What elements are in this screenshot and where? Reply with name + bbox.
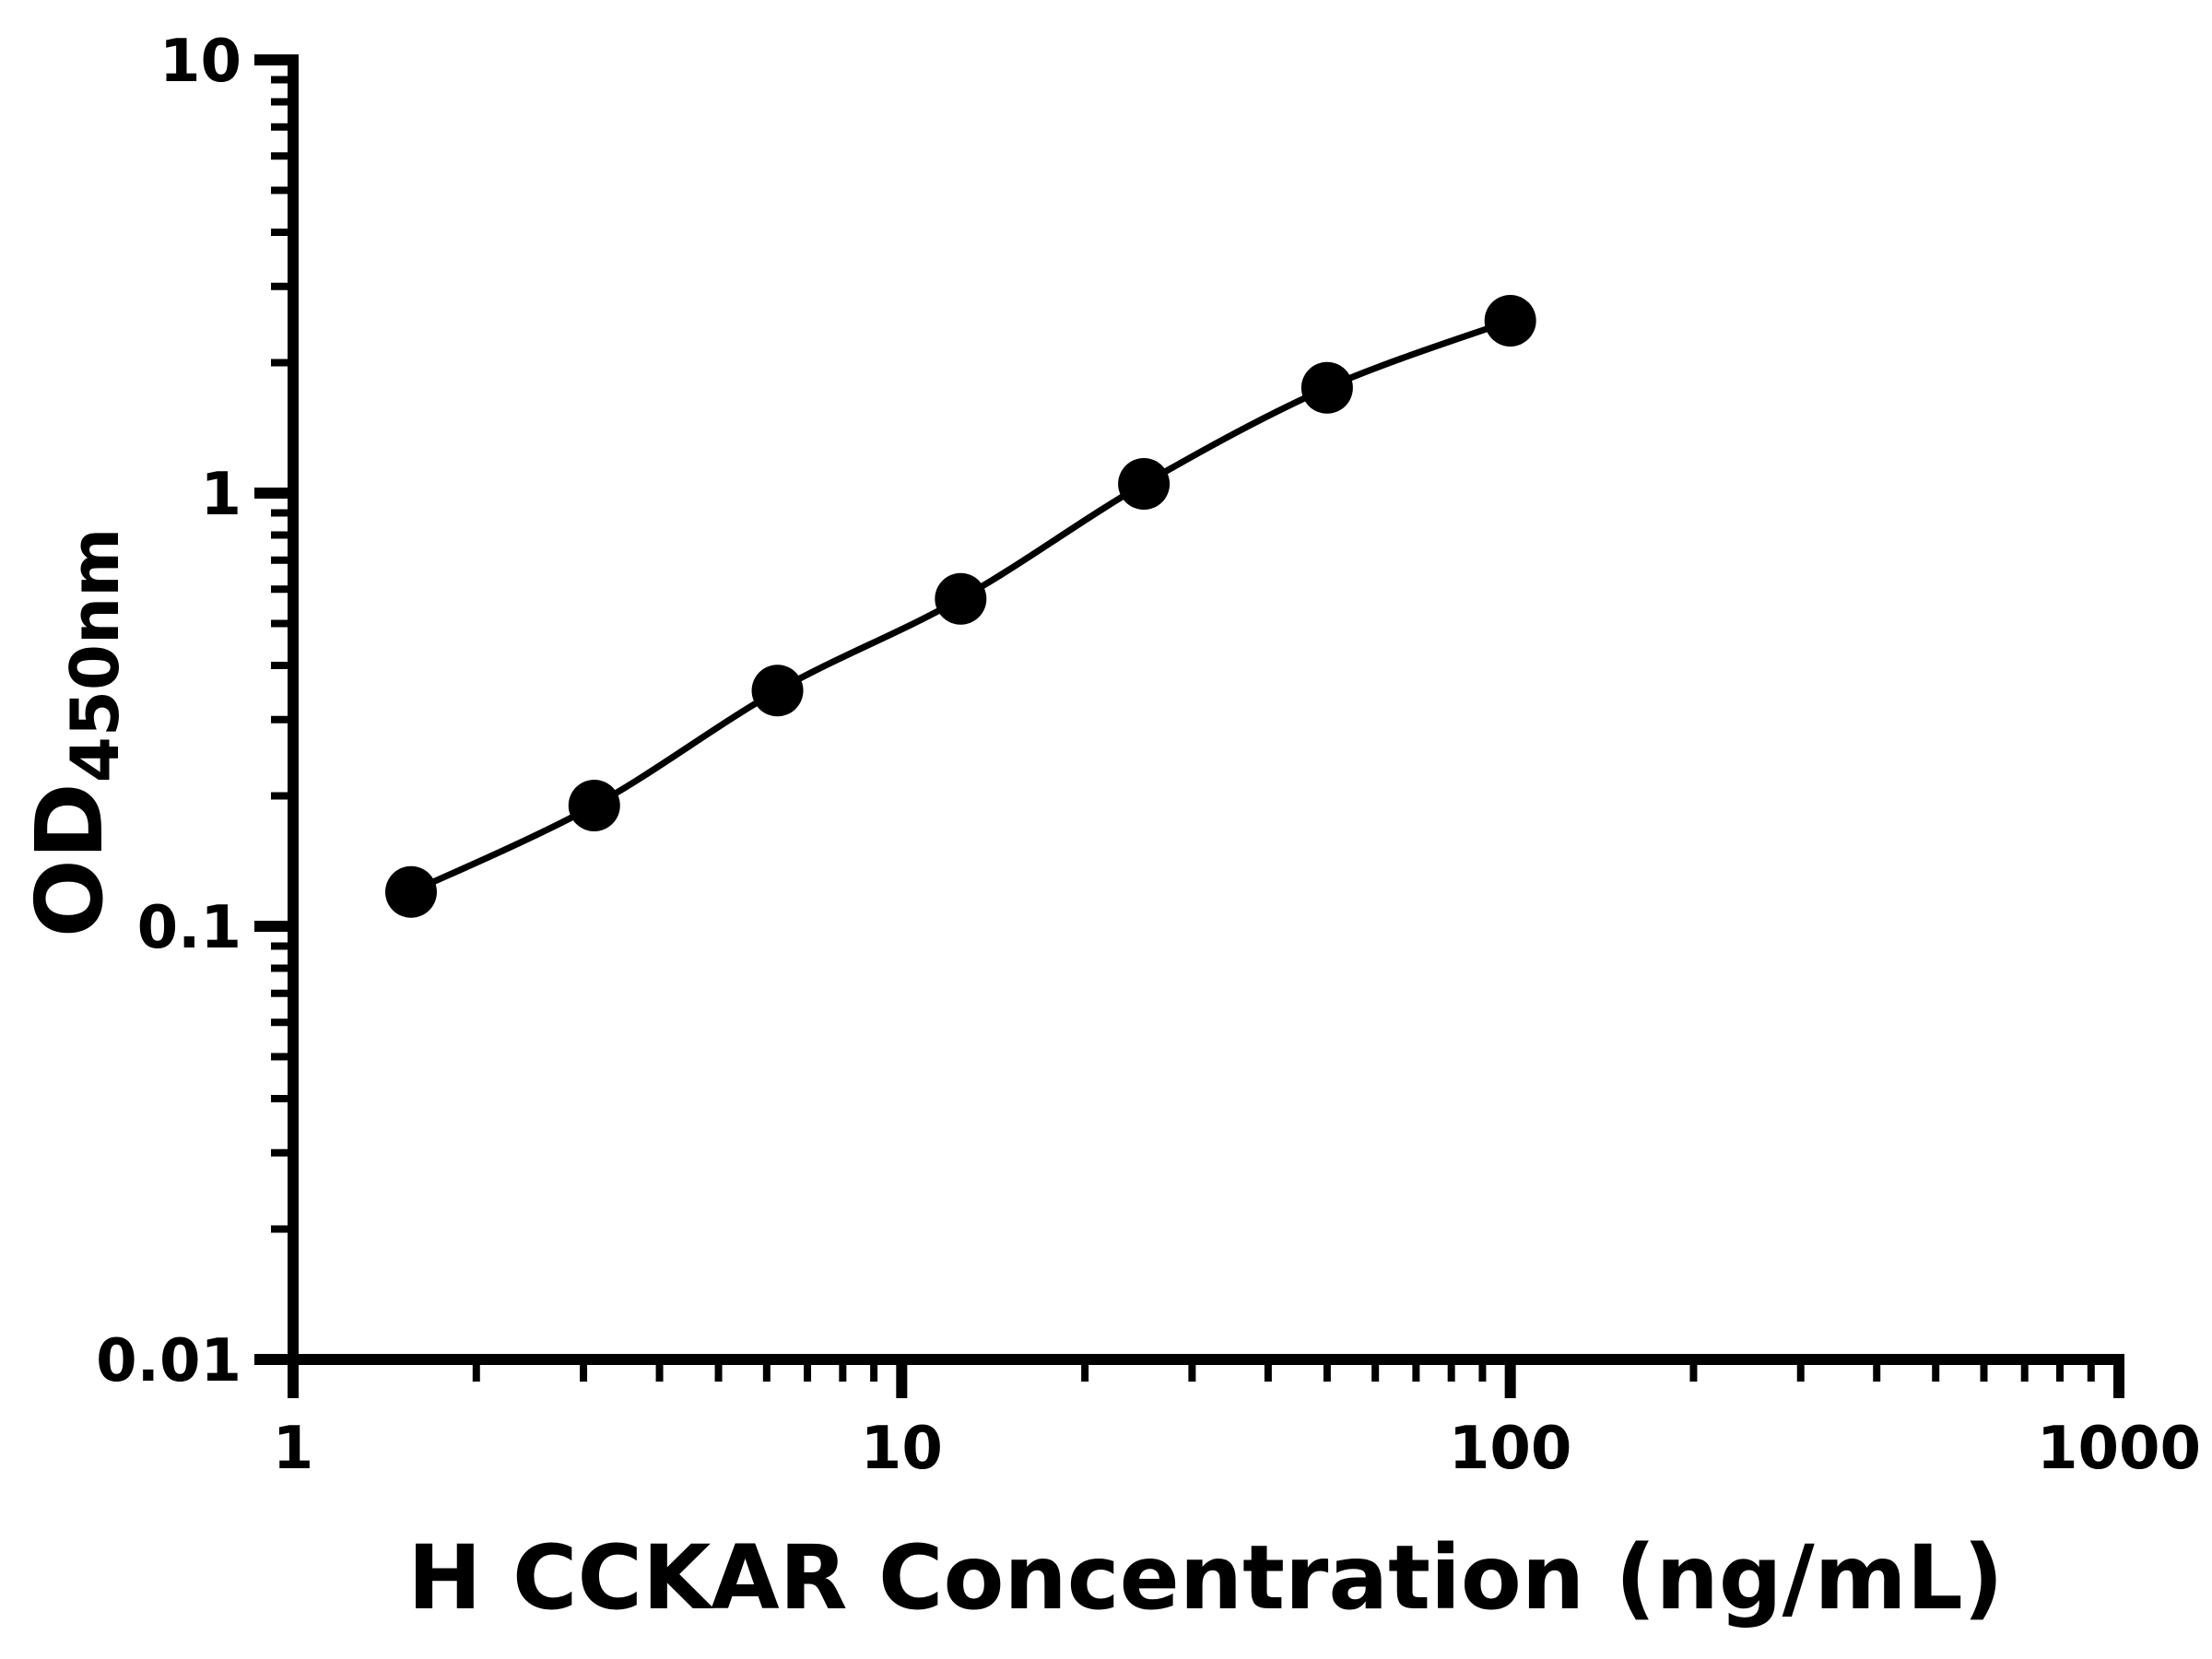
data-point-marker (935, 572, 987, 625)
data-point-marker (751, 665, 804, 717)
y-tick-label: 10 (159, 28, 241, 96)
y-tick-label: 0.01 (96, 1327, 241, 1395)
x-tick-label: 10 (861, 1415, 943, 1483)
y-axis-title-main: OD (16, 782, 124, 937)
x-tick-label: 1000 (2037, 1415, 2201, 1483)
y-axis-title-sub: 450nm (56, 528, 134, 783)
data-point-marker (1118, 458, 1171, 511)
y-axis-title: OD450nm (16, 528, 134, 938)
y-tick-label: 0.1 (137, 894, 241, 962)
axes (254, 54, 2124, 1398)
data-point-marker (1300, 361, 1353, 414)
x-tick-label: 100 (1449, 1415, 1572, 1483)
data-series (384, 294, 1536, 918)
x-tick-label: 1 (273, 1415, 314, 1483)
data-point-marker (384, 865, 437, 918)
x-axis-title: H CCKAR Concentration (ng/mL) (407, 1526, 2003, 1630)
tick-labels: 1 10 100 1000 0.01 0.1 1 10 (96, 28, 2201, 1483)
data-point-marker (568, 779, 620, 831)
data-point-marker (1484, 294, 1536, 347)
y-tick-label: 1 (200, 461, 241, 529)
